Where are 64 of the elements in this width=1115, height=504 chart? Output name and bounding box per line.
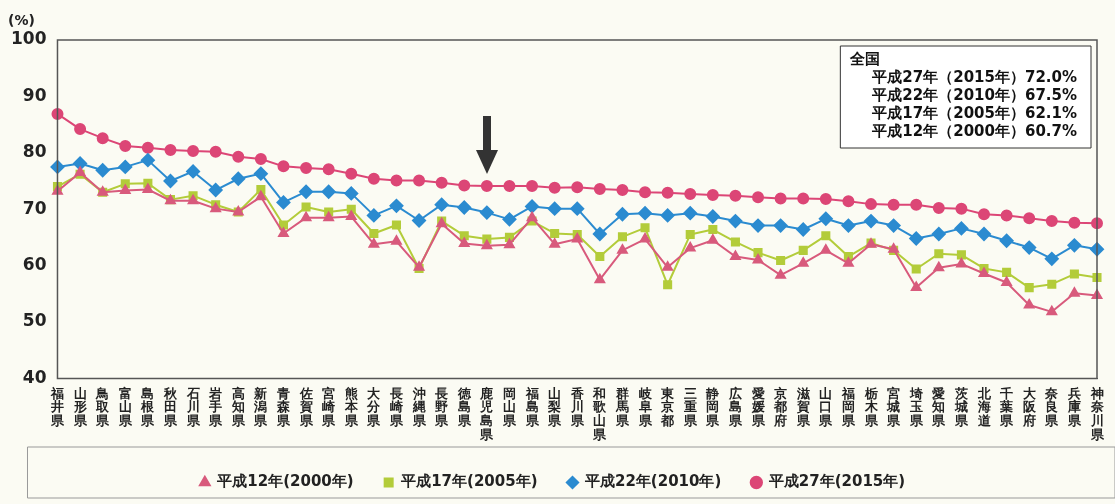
y-tick-label: 90 <box>22 84 47 105</box>
x-tick-label: 宮城県 <box>886 385 902 428</box>
y-tick-label: 100 <box>10 28 47 49</box>
x-tick-label: 茨城県 <box>953 385 969 428</box>
x-tick-label: 大阪府 <box>1021 385 1037 428</box>
y-tick-label: 50 <box>22 310 47 331</box>
x-tick-label: 広島県 <box>727 385 743 428</box>
x-tick-label: 北海道 <box>976 385 992 428</box>
x-tick-label: 高知県 <box>230 385 246 428</box>
annotation: 平成12年（2000年）60.7% <box>871 122 1078 141</box>
x-tick-label: 岡山県 <box>501 385 517 428</box>
x-tick-label: 石川県 <box>185 385 201 428</box>
x-tick-label: 群馬県 <box>614 385 630 428</box>
y-tick-label: 40 <box>22 366 47 387</box>
legend-label: 平成12年(2000年) <box>216 472 354 491</box>
x-tick-label: 富山県 <box>117 385 133 428</box>
x-tick-label: 奈良県 <box>1044 385 1060 428</box>
x-tick-label: 新潟県 <box>253 385 269 428</box>
x-tick-label: 長野県 <box>434 385 450 428</box>
x-tick-label: 熊本県 <box>343 385 359 428</box>
x-tick-label: 香川県 <box>569 385 585 428</box>
x-tick-label: 福井県 <box>49 385 65 428</box>
y-tick-label: 70 <box>22 197 47 218</box>
x-tick-label: 山梨県 <box>547 385 563 428</box>
legend-label: 平成17年(2005年) <box>400 472 538 491</box>
x-tick-label: 千葉県 <box>999 385 1015 428</box>
legend-label: 平成27年(2015年) <box>767 472 906 491</box>
x-tick-label: 埼玉県 <box>908 385 924 428</box>
x-tick-label: 岩手県 <box>208 385 224 428</box>
x-tick-label: 兵庫県 <box>1066 385 1082 428</box>
annotation: 平成17年（2005年）62.1% <box>871 104 1078 123</box>
x-tick-label: 京都府 <box>773 385 788 428</box>
x-tick-label: 秋田県 <box>162 385 178 428</box>
x-tick-label: 徳島県 <box>456 385 472 428</box>
annotation: 全国 <box>849 50 881 69</box>
x-tick-label: 栃木県 <box>863 385 879 428</box>
x-tick-label: 福島県 <box>524 385 540 428</box>
x-tick-label: 愛知県 <box>931 385 947 428</box>
y-axis-title: (%) <box>8 11 35 28</box>
annotation: 平成22年（2010年）67.5% <box>871 86 1078 105</box>
x-tick-label: 福岡県 <box>840 385 856 428</box>
x-tick-label: 山形県 <box>72 385 88 428</box>
y-tick-label: 60 <box>22 254 47 275</box>
x-tick-label: 愛媛県 <box>750 385 766 428</box>
x-tick-label: 静岡県 <box>705 385 721 428</box>
x-tick-label: 岐阜県 <box>637 385 653 428</box>
x-tick-label: 大分県 <box>366 385 382 428</box>
x-tick-label: 和歌山県 <box>592 385 608 442</box>
x-tick-label: 青森県 <box>275 385 291 428</box>
x-tick-label: 長崎県 <box>388 385 404 428</box>
x-tick-label: 佐賀県 <box>298 385 314 428</box>
x-tick-label: 滋賀県 <box>795 385 811 428</box>
x-tick-label: 神奈川県 <box>1089 385 1105 442</box>
x-tick-label: 鹿児島県 <box>479 385 495 442</box>
legend-label: 平成22年(2010年) <box>584 472 722 491</box>
x-tick-label: 三重県 <box>682 385 698 428</box>
x-tick-label: 沖縄県 <box>411 385 427 428</box>
x-tick-label: 山口県 <box>818 385 834 428</box>
x-tick-label: 宮崎県 <box>321 385 337 428</box>
x-tick-label: 島根県 <box>140 385 156 428</box>
annotation: 平成27年（2015年）72.0% <box>871 68 1078 87</box>
x-tick-label: 鳥取県 <box>95 385 111 428</box>
y-tick-label: 80 <box>22 141 47 162</box>
x-tick-label: 東京都 <box>660 385 676 428</box>
